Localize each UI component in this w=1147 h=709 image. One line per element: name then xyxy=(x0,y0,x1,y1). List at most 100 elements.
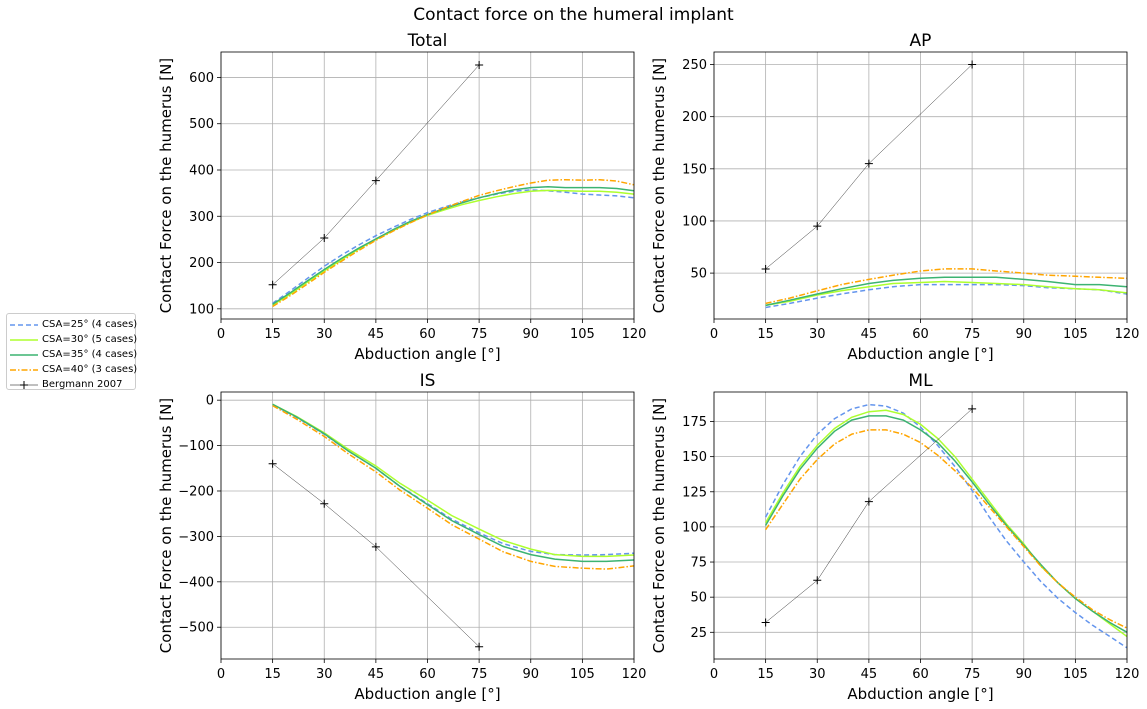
y-tick-label: 500 xyxy=(189,117,214,132)
data-line xyxy=(765,276,1127,307)
series-line xyxy=(272,403,634,558)
data-line xyxy=(272,185,634,305)
series-line xyxy=(268,60,484,289)
x-tick-label: 45 xyxy=(368,327,385,342)
series-line xyxy=(765,276,1127,307)
series-line xyxy=(272,185,634,305)
x-tick-label: 105 xyxy=(1063,667,1088,682)
y-tick-label: 200 xyxy=(189,256,214,271)
data-point-marker xyxy=(268,280,277,289)
data-point-marker xyxy=(475,60,484,69)
x-tick-label: 105 xyxy=(1063,327,1088,342)
subplot-title: Total xyxy=(407,31,448,51)
series-line xyxy=(272,189,634,306)
y-tick-label: 50 xyxy=(690,591,707,606)
x-tick-label: 0 xyxy=(710,327,718,342)
data-line xyxy=(272,404,634,570)
reference-line xyxy=(765,64,973,270)
x-tick-label: 120 xyxy=(622,327,647,342)
y-tick-label: 100 xyxy=(682,214,707,229)
data-line xyxy=(272,404,634,556)
legend-label: CSA=25° (4 cases) xyxy=(42,319,138,330)
legend-item: CSA=35° (4 cases) xyxy=(7,347,138,362)
legend: CSA=25° (4 cases) CSA=30° (5 cases) CSA=… xyxy=(6,313,138,392)
x-tick-label: 60 xyxy=(912,327,929,342)
x-tick-label: 105 xyxy=(570,667,595,682)
subplot-ap: 0 15 30 45 60 75 90 105 120 50 100 150 200 250 AP Abduc… xyxy=(650,31,1139,363)
y-tick-label: 200 xyxy=(682,110,707,125)
data-point-marker xyxy=(761,264,770,273)
data-line xyxy=(272,189,634,306)
x-tick-label: 30 xyxy=(316,667,333,682)
data-point-marker xyxy=(371,176,380,185)
y-tick-label: 150 xyxy=(682,450,707,465)
y-tick-label: 50 xyxy=(690,267,707,282)
data-line xyxy=(765,268,1127,305)
legend-line-swatch xyxy=(10,323,38,326)
y-tick-label: 25 xyxy=(690,626,707,641)
subplot-title: ML xyxy=(908,371,933,391)
data-line xyxy=(272,403,634,563)
y-axis-label: Contact Force on the humerus [N] xyxy=(650,58,668,313)
y-tick-label: 300 xyxy=(189,210,214,225)
series-line xyxy=(764,403,1127,649)
x-tick-label: 15 xyxy=(757,327,774,342)
legend-item: CSA=40° (3 cases) xyxy=(7,362,137,377)
subplot-title: IS xyxy=(420,371,436,391)
data-point-marker xyxy=(813,222,822,231)
reference-line xyxy=(272,64,480,285)
x-tick-label: 15 xyxy=(264,327,281,342)
data-line xyxy=(272,178,634,308)
legend-marker-swatch xyxy=(10,380,38,389)
x-tick-label: 90 xyxy=(1015,667,1032,682)
x-tick-label: 45 xyxy=(368,667,385,682)
data-point-marker xyxy=(968,60,977,69)
y-tick-label: 100 xyxy=(189,302,214,317)
x-axis-label: Abduction angle [°] xyxy=(354,345,500,363)
x-tick-label: 90 xyxy=(522,327,539,342)
x-axis-label: Abduction angle [°] xyxy=(847,345,993,363)
data-line xyxy=(765,280,1127,307)
x-tick-label: 105 xyxy=(570,327,595,342)
y-tick-label: −100 xyxy=(178,439,214,454)
y-axis-label: Contact Force on the humerus [N] xyxy=(157,398,175,653)
x-tick-label: 120 xyxy=(1115,667,1140,682)
series-line xyxy=(272,404,634,570)
legend-item: Bergmann 2007 xyxy=(7,377,135,392)
y-tick-label: 100 xyxy=(682,520,707,535)
legend-label: CSA=35° (4 cases) xyxy=(42,349,138,360)
x-tick-label: 15 xyxy=(264,667,281,682)
x-tick-label: 30 xyxy=(809,667,826,682)
plot-frame xyxy=(713,51,1128,320)
y-tick-label: 150 xyxy=(682,162,707,177)
legend-line-swatch xyxy=(10,353,38,356)
series-line xyxy=(761,60,977,273)
subplot-is: 0 15 30 45 60 75 90 105 120 0 −100 −200 −300 −400 −500… xyxy=(157,371,646,703)
y-tick-label: 250 xyxy=(682,58,707,73)
x-tick-label: 30 xyxy=(809,327,826,342)
y-tick-label: 125 xyxy=(682,485,707,500)
y-tick-label: −300 xyxy=(178,530,214,545)
series-line xyxy=(272,178,634,308)
x-tick-label: 45 xyxy=(861,327,878,342)
series-line xyxy=(764,409,1127,638)
x-axis-label: Abduction angle [°] xyxy=(847,685,993,703)
x-tick-label: 15 xyxy=(757,667,774,682)
data-point-marker xyxy=(371,542,380,551)
x-tick-label: 45 xyxy=(861,667,878,682)
reference-line xyxy=(765,408,973,623)
x-tick-label: 30 xyxy=(316,327,333,342)
legend-item: CSA=25° (4 cases) xyxy=(7,317,138,332)
series-line xyxy=(272,404,634,556)
y-tick-label: 0 xyxy=(206,394,214,409)
series-line xyxy=(765,283,1127,309)
data-point-marker xyxy=(761,618,770,627)
y-tick-label: 600 xyxy=(189,71,214,86)
x-tick-label: 0 xyxy=(217,667,225,682)
x-tick-label: 90 xyxy=(1015,327,1032,342)
data-line xyxy=(764,403,1127,649)
y-axis-label: Contact Force on the humerus [N] xyxy=(157,58,175,313)
x-tick-label: 75 xyxy=(471,327,488,342)
data-point-marker xyxy=(864,159,873,168)
y-tick-label: −200 xyxy=(178,484,214,499)
